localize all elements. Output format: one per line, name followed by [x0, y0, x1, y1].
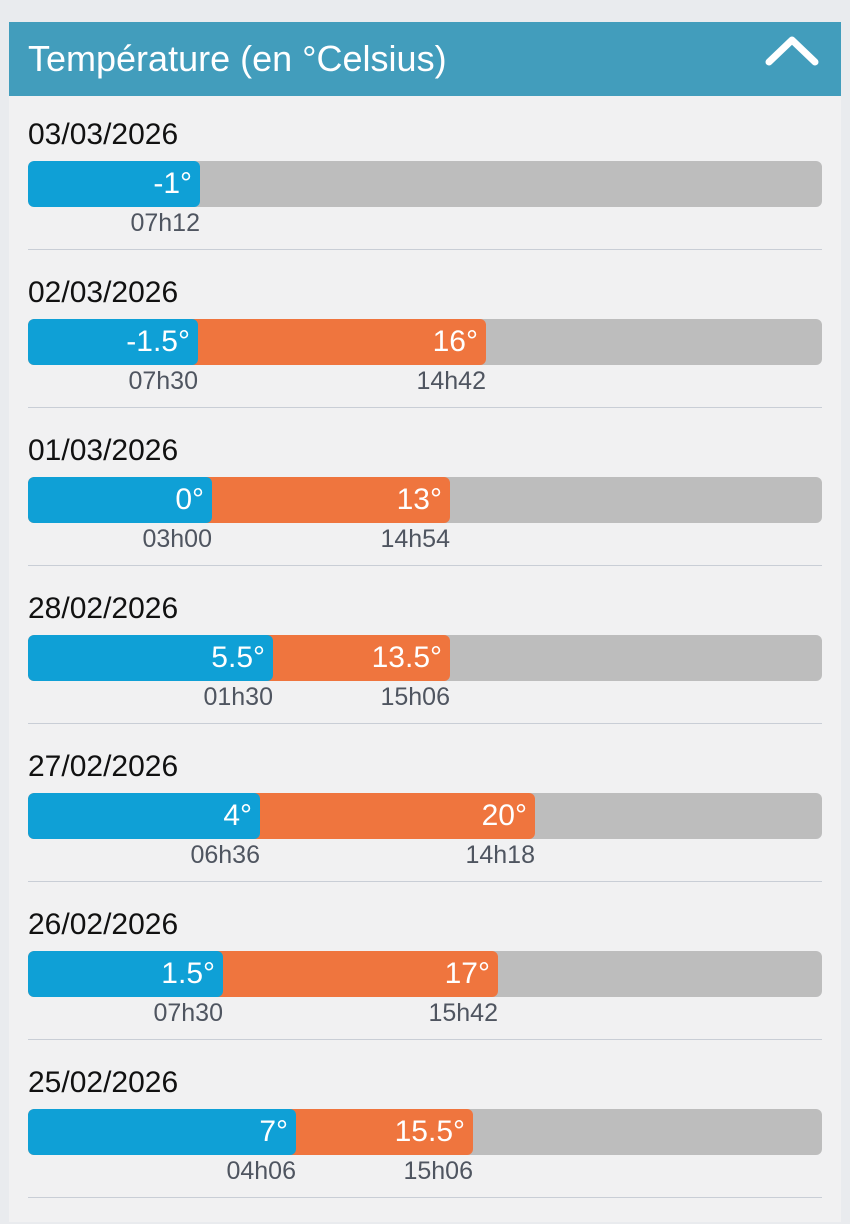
day-row: 26/02/2026 17° 1.5° 07h30 15h42: [9, 908, 841, 1066]
day-row: 01/03/2026 13° 0° 03h00 14h54: [9, 434, 841, 592]
chevron-up-icon[interactable]: [765, 32, 819, 72]
min-time-label: 01h30: [203, 683, 273, 711]
day-row: 28/02/2026 13.5° 5.5° 01h30 15h06: [9, 592, 841, 750]
temperature-bar: 13° 0°: [28, 477, 822, 523]
min-time-label: 04h06: [226, 1157, 296, 1185]
min-time-label: 06h36: [190, 841, 260, 869]
row-divider: [28, 407, 822, 408]
day-date: 28/02/2026: [28, 592, 179, 625]
day-date: 27/02/2026: [28, 750, 179, 783]
temperature-bar: 13.5° 5.5°: [28, 635, 822, 681]
row-divider: [28, 723, 822, 724]
day-row: 27/02/2026 20° 4° 06h36 14h18: [9, 750, 841, 908]
row-divider: [28, 1197, 822, 1198]
min-time-label: 07h30: [128, 367, 198, 395]
min-temperature-segment: 0°: [28, 477, 212, 523]
min-temperature-segment: 1.5°: [28, 951, 223, 997]
day-date: 26/02/2026: [28, 908, 179, 941]
min-time-label: 03h00: [142, 525, 212, 553]
day-date: 03/03/2026: [28, 118, 179, 151]
max-time-label: 15h06: [403, 1157, 473, 1185]
min-temperature-segment: 5.5°: [28, 635, 273, 681]
min-temperature-segment: 4°: [28, 793, 260, 839]
day-date: 01/03/2026: [28, 434, 179, 467]
day-row: 25/02/2026 15.5° 7° 04h06 15h06: [9, 1066, 841, 1224]
temperature-bar: -1°: [28, 161, 822, 207]
temperature-header[interactable]: Température (en °Celsius): [9, 22, 841, 96]
row-divider: [28, 565, 822, 566]
max-time-label: 15h42: [428, 999, 498, 1027]
row-divider: [28, 881, 822, 882]
temperature-bar: 20° 4°: [28, 793, 822, 839]
temperature-bar: 16° -1.5°: [28, 319, 822, 365]
min-temperature-segment: -1.5°: [28, 319, 198, 365]
min-time-label: 07h12: [130, 209, 200, 237]
temperature-card: Température (en °Celsius) 03/03/2026 -1° 0…: [9, 22, 841, 1222]
row-divider: [28, 249, 822, 250]
row-divider: [28, 1039, 822, 1040]
min-time-label: 07h30: [153, 999, 223, 1027]
min-temperature-segment: 7°: [28, 1109, 296, 1155]
max-time-label: 14h54: [380, 525, 450, 553]
max-time-label: 15h06: [380, 683, 450, 711]
day-date: 25/02/2026: [28, 1066, 179, 1099]
header-title: Température (en °Celsius): [28, 38, 447, 79]
day-date: 02/03/2026: [28, 276, 179, 309]
max-time-label: 14h42: [416, 367, 486, 395]
min-temperature-segment: -1°: [28, 161, 200, 207]
temperature-bar: 15.5° 7°: [28, 1109, 822, 1155]
day-row: 03/03/2026 -1° 07h12: [9, 118, 841, 276]
temperature-bar: 17° 1.5°: [28, 951, 822, 997]
day-row: 02/03/2026 16° -1.5° 07h30 14h42: [9, 276, 841, 434]
max-time-label: 14h18: [465, 841, 535, 869]
